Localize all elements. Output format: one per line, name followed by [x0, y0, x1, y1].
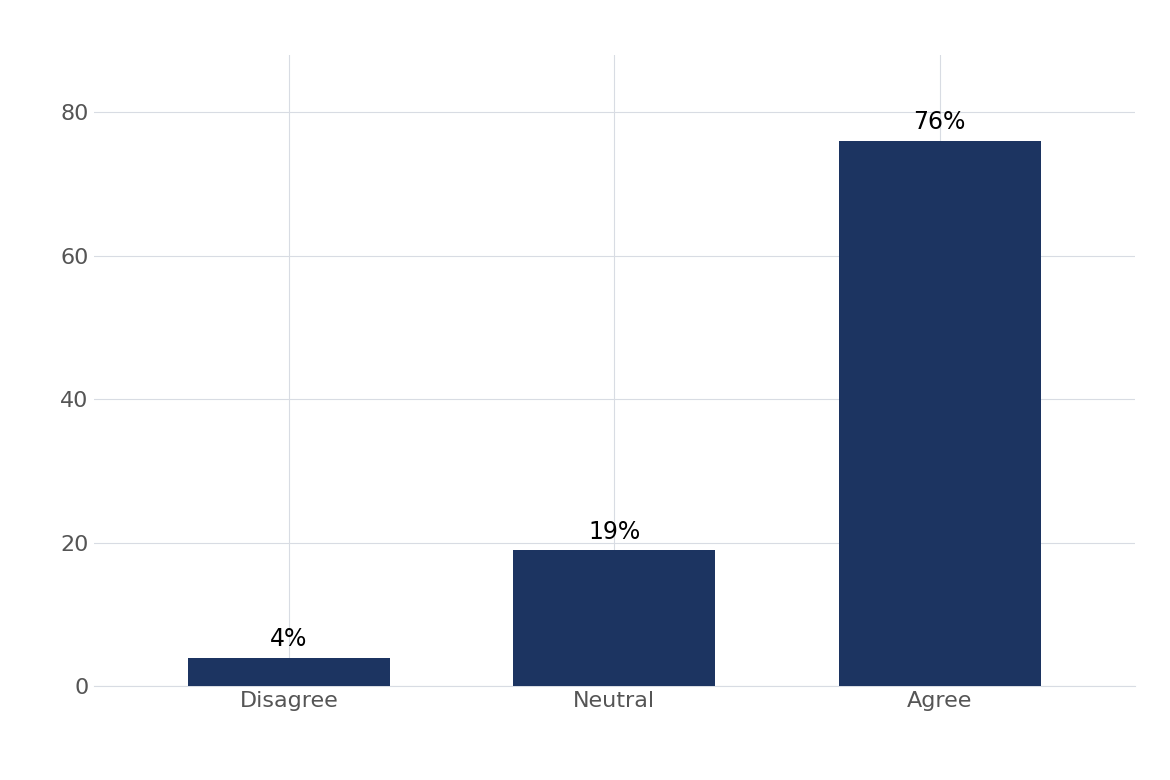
- Text: 76%: 76%: [914, 110, 966, 134]
- Text: 19%: 19%: [589, 519, 640, 544]
- Bar: [188, 658, 390, 686]
- Text: 4%: 4%: [270, 627, 308, 651]
- Bar: [514, 550, 715, 686]
- Bar: [839, 140, 1040, 686]
